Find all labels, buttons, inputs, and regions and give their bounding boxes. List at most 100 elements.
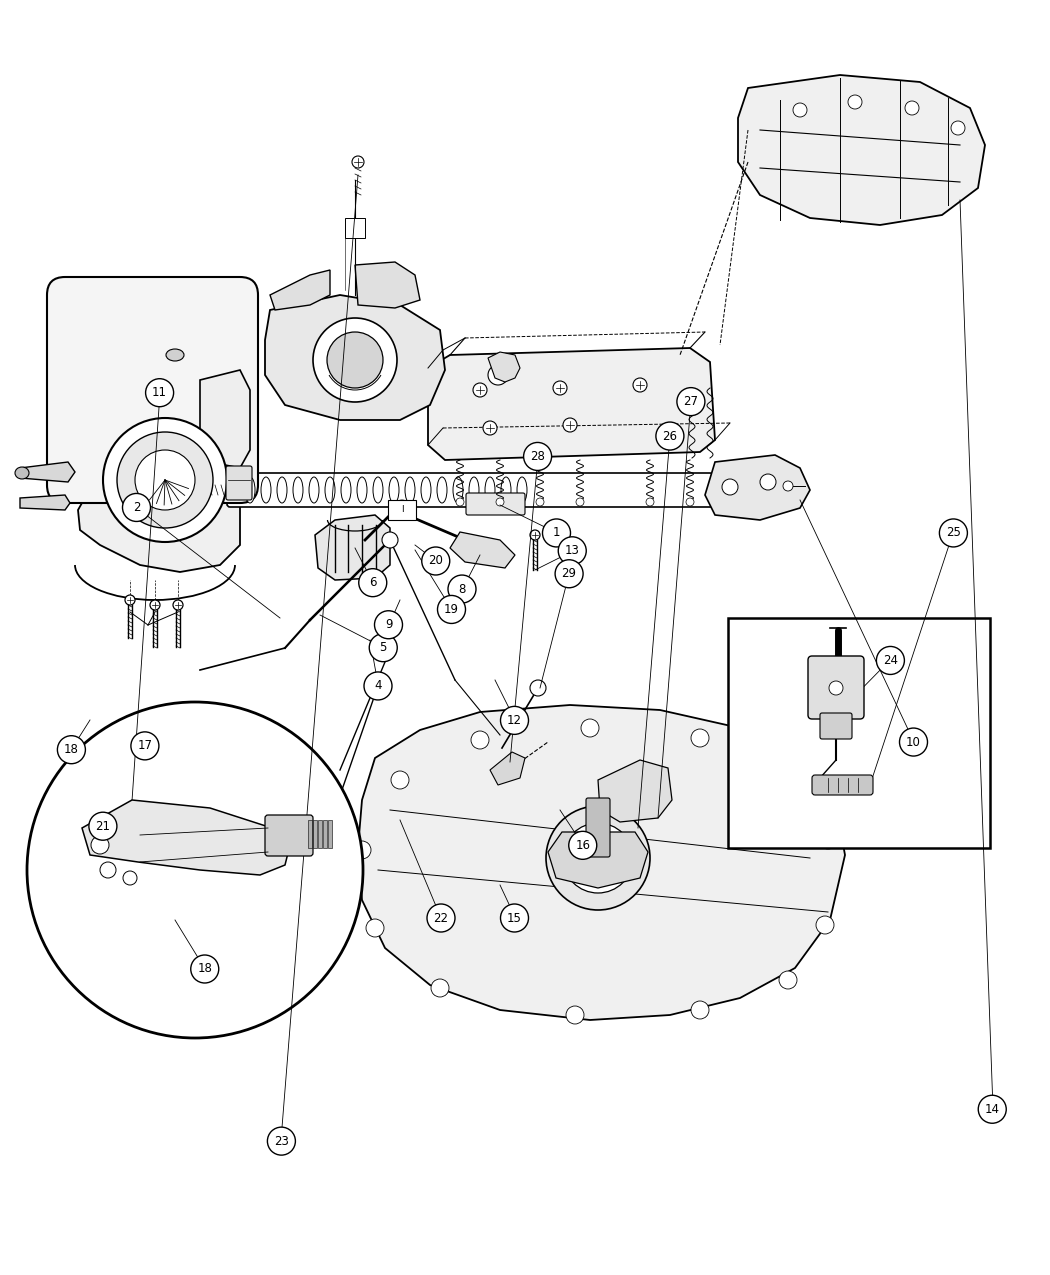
Circle shape: [422, 547, 449, 575]
Circle shape: [382, 532, 398, 548]
Text: 4: 4: [374, 680, 382, 692]
Circle shape: [779, 972, 797, 989]
Text: 29: 29: [562, 567, 576, 580]
Polygon shape: [265, 295, 445, 419]
Text: 26: 26: [663, 430, 677, 442]
Circle shape: [392, 500, 412, 520]
Circle shape: [103, 418, 227, 542]
Ellipse shape: [277, 477, 287, 504]
Circle shape: [576, 499, 584, 506]
Circle shape: [830, 681, 843, 695]
Circle shape: [150, 601, 160, 609]
Polygon shape: [488, 352, 520, 382]
Circle shape: [501, 706, 528, 734]
Circle shape: [123, 871, 136, 885]
Ellipse shape: [373, 477, 383, 504]
Ellipse shape: [166, 349, 184, 361]
Polygon shape: [738, 75, 985, 224]
Ellipse shape: [517, 477, 527, 504]
Circle shape: [471, 731, 489, 748]
Circle shape: [366, 919, 384, 937]
Text: 20: 20: [428, 555, 443, 567]
Circle shape: [89, 812, 117, 840]
Polygon shape: [450, 532, 514, 567]
Polygon shape: [20, 462, 75, 482]
Circle shape: [760, 474, 776, 490]
Circle shape: [496, 499, 504, 506]
Text: 25: 25: [946, 527, 961, 539]
Circle shape: [691, 729, 709, 747]
Text: 17: 17: [138, 740, 152, 752]
Ellipse shape: [245, 477, 255, 504]
Ellipse shape: [309, 477, 319, 504]
Text: 18: 18: [64, 743, 79, 756]
FancyBboxPatch shape: [812, 775, 873, 796]
Circle shape: [427, 904, 455, 932]
Text: 13: 13: [565, 544, 580, 557]
Circle shape: [268, 1127, 295, 1155]
Text: 24: 24: [883, 654, 898, 667]
Polygon shape: [20, 495, 70, 510]
Circle shape: [581, 719, 598, 737]
Circle shape: [58, 736, 85, 764]
Polygon shape: [428, 348, 715, 460]
Circle shape: [313, 317, 397, 402]
Bar: [323, 820, 327, 848]
Circle shape: [375, 611, 402, 639]
Circle shape: [100, 862, 116, 878]
Circle shape: [691, 1001, 709, 1019]
Circle shape: [456, 499, 464, 506]
Circle shape: [543, 519, 570, 547]
Circle shape: [27, 703, 363, 1038]
Circle shape: [633, 377, 647, 391]
Ellipse shape: [357, 477, 367, 504]
FancyBboxPatch shape: [226, 465, 252, 500]
Bar: [728, 618, 990, 848]
Circle shape: [722, 479, 738, 495]
Circle shape: [951, 121, 965, 135]
FancyBboxPatch shape: [265, 815, 313, 856]
Circle shape: [783, 481, 793, 491]
FancyBboxPatch shape: [466, 493, 525, 515]
Circle shape: [364, 672, 392, 700]
Circle shape: [327, 332, 383, 388]
Circle shape: [501, 904, 528, 932]
Polygon shape: [315, 515, 390, 580]
Circle shape: [123, 493, 150, 521]
Text: 11: 11: [152, 386, 167, 399]
Text: 1: 1: [552, 527, 561, 539]
Text: 18: 18: [197, 963, 212, 975]
Polygon shape: [490, 752, 525, 785]
Text: I: I: [401, 505, 403, 515]
Bar: [318, 820, 322, 848]
Circle shape: [536, 499, 544, 506]
Polygon shape: [705, 455, 810, 520]
Circle shape: [488, 365, 508, 385]
Circle shape: [430, 979, 449, 997]
Polygon shape: [78, 479, 240, 572]
Circle shape: [819, 831, 837, 849]
Circle shape: [524, 442, 551, 470]
Circle shape: [677, 388, 705, 416]
Ellipse shape: [437, 477, 447, 504]
Circle shape: [191, 955, 218, 983]
Ellipse shape: [326, 477, 335, 504]
Polygon shape: [355, 261, 420, 309]
Bar: [308, 820, 312, 848]
Circle shape: [448, 575, 476, 603]
Circle shape: [900, 728, 927, 756]
Circle shape: [546, 806, 650, 910]
Ellipse shape: [261, 477, 271, 504]
Circle shape: [781, 766, 799, 784]
Text: 10: 10: [906, 736, 921, 748]
Circle shape: [566, 1006, 584, 1024]
Polygon shape: [345, 218, 365, 238]
Circle shape: [352, 156, 364, 168]
Circle shape: [131, 732, 159, 760]
Circle shape: [905, 101, 919, 115]
Text: 2: 2: [132, 501, 141, 514]
Text: 27: 27: [684, 395, 698, 408]
Text: 9: 9: [384, 618, 393, 631]
Polygon shape: [598, 760, 672, 822]
Ellipse shape: [341, 477, 351, 504]
